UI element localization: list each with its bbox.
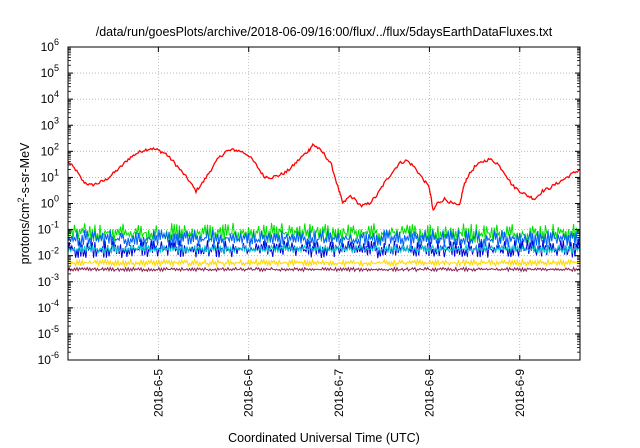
x-tick-label: 2018-6-9 <box>513 369 527 417</box>
series-band-4 <box>67 243 581 255</box>
y-tick-label: 104 <box>41 89 59 106</box>
series-band-3 <box>67 239 581 259</box>
y-axis-label: protons/cm2-s-sr-MeV <box>16 142 32 264</box>
y-tick-label: 10-1 <box>38 220 59 237</box>
x-axis-label: Coordinated Universal Time (UTC) <box>228 431 420 445</box>
y-tick-label: 10-2 <box>38 246 59 263</box>
data-series <box>67 142 581 273</box>
series-band-5 <box>67 257 581 268</box>
x-tick-label: 2018-6-7 <box>332 369 346 417</box>
series-band-2 <box>67 229 581 248</box>
y-axis-label-exponent: 2 <box>16 198 26 203</box>
series-band-6 <box>67 266 581 273</box>
y-tick-label: 10-5 <box>38 324 59 341</box>
x-tick-label: 2018-6-8 <box>422 369 436 417</box>
chart-title: /data/run/goesPlots/archive/2018-06-09/1… <box>96 25 553 39</box>
y-tick-label: 105 <box>41 63 59 80</box>
x-tick-label: 2018-6-5 <box>151 369 165 417</box>
y-tick-label: 102 <box>41 141 59 158</box>
y-tick-label: 100 <box>41 194 59 211</box>
y-axis-label-base: protons/cm <box>18 203 32 265</box>
y-axis-label-units: -s-sr-MeV <box>18 142 32 198</box>
y-tick-label: 101 <box>41 167 59 184</box>
y-tick-label: 10-6 <box>38 350 59 367</box>
y-tick-label: 10-4 <box>38 298 59 315</box>
y-tick-label: 10-3 <box>38 272 59 289</box>
y-tick-label: 106 <box>41 37 59 54</box>
y-tick-label: 103 <box>41 115 59 132</box>
series-line-red <box>67 142 581 211</box>
x-tick-label: 2018-6-6 <box>242 369 256 417</box>
axis-ticks: 10-6 10-5 10-4 10-3 10-2 10-1 100 101 102 103 104 1… <box>38 37 580 417</box>
